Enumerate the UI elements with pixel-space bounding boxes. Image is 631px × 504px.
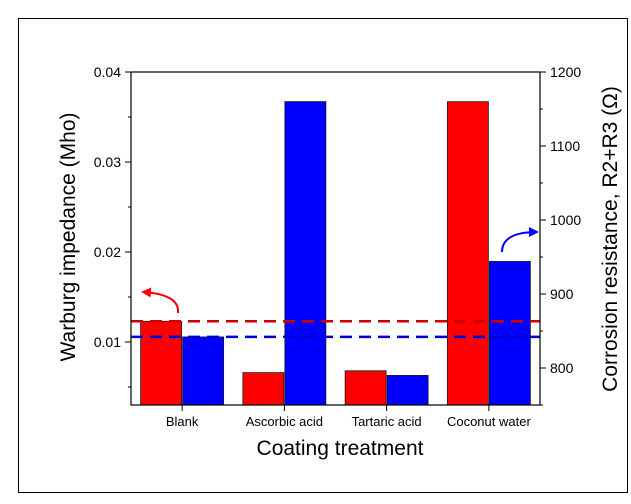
bar-resistance-1 bbox=[284, 101, 327, 406]
y-left-tick-label: 0.02 bbox=[94, 244, 121, 260]
x-axis-title: Coating treatment bbox=[257, 437, 424, 460]
left-axis-ticks: 0.01 0.02 0.03 0.04 bbox=[94, 64, 131, 388]
x-tick-label: Ascorbic acid bbox=[246, 414, 323, 429]
right-axis-ticks: 800 900 1000 1100 1200 bbox=[540, 64, 581, 406]
bar-warburg-1 bbox=[242, 372, 285, 406]
y-left-tick-label: 0.04 bbox=[94, 64, 121, 80]
x-tick-label: Blank bbox=[166, 414, 199, 429]
bar-warburg-0 bbox=[140, 320, 183, 406]
bar-warburg-3 bbox=[446, 101, 489, 406]
bar-resistance-0 bbox=[182, 336, 225, 406]
bar-resistance-2 bbox=[386, 374, 429, 406]
red-arrow-annotation bbox=[141, 287, 180, 314]
bars-layer bbox=[140, 101, 531, 406]
y-right-tick-label: 900 bbox=[550, 286, 574, 302]
plot-area bbox=[130, 71, 541, 406]
y-left-tick-label: 0.01 bbox=[94, 334, 121, 350]
x-axis-ticks: Blank Ascorbic acid Tartaric acid Coconut w… bbox=[166, 405, 531, 429]
figure-border bbox=[18, 18, 628, 493]
y-right-tick-label: 1000 bbox=[550, 212, 581, 228]
y-axis-right-title: Corrosion resistance, R2+R3 (Ω) bbox=[599, 86, 622, 392]
y-right-tick-label: 1100 bbox=[550, 138, 580, 154]
y-right-tick-label: 1200 bbox=[550, 64, 581, 80]
y-left-tick-label: 0.03 bbox=[94, 154, 121, 170]
blue-arrow-annotation bbox=[501, 227, 539, 253]
y-axis-left-title: Warburg impedance (Mho) bbox=[57, 113, 80, 362]
y-right-tick-label: 800 bbox=[550, 360, 574, 376]
x-tick-label: Tartaric acid bbox=[352, 414, 422, 429]
bar-warburg-2 bbox=[344, 370, 387, 406]
bar-resistance-3 bbox=[488, 261, 531, 406]
x-tick-label: Coconut water bbox=[447, 414, 531, 429]
reference-lines-layer bbox=[131, 320, 540, 339]
